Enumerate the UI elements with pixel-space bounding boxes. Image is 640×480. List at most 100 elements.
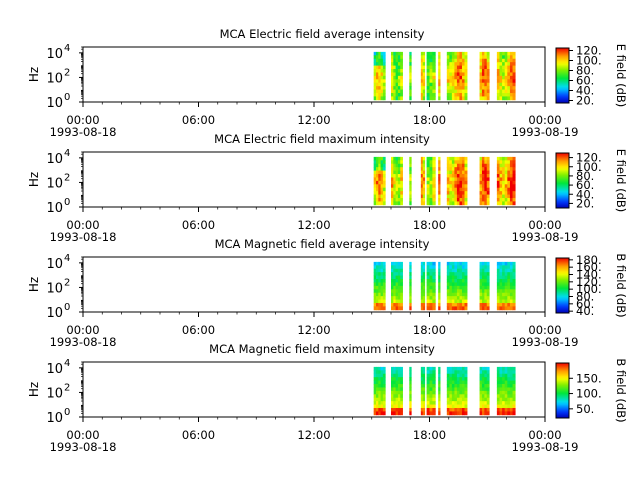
spectrogram-cell [382, 174, 386, 178]
spectrogram-cell [481, 387, 485, 392]
spectrogram-cell [375, 302, 379, 307]
spectrogram-cell [380, 292, 384, 297]
spectrogram-cell [391, 384, 394, 388]
x-tick-time: 06:00 [182, 428, 215, 442]
spectrogram-cell [502, 401, 506, 405]
spectrogram-cell [459, 370, 463, 375]
y-tick-base: 10 [46, 386, 63, 401]
spectrogram-cell [496, 180, 500, 185]
spectrogram-cell [429, 272, 433, 276]
spectrogram-cell [451, 167, 455, 171]
spectrogram-cell [459, 299, 463, 304]
spectrogram-cell [438, 197, 441, 202]
spectrogram-cell [380, 261, 384, 266]
spectrogram-cell [438, 51, 441, 56]
spectrogram-cell [446, 279, 450, 283]
spectrogram-cell [496, 279, 500, 283]
spectrogram-cell [464, 401, 468, 405]
spectrogram-cell [380, 265, 384, 270]
spectrogram-cell [449, 170, 453, 175]
spectrogram-cell [422, 187, 426, 192]
spectrogram-cell [382, 261, 386, 266]
spectrogram-cell [507, 261, 511, 266]
spectrogram-cell [373, 86, 377, 90]
spectrogram-cell [464, 366, 468, 371]
y-tick-base: 10 [46, 257, 63, 272]
spectrogram-cell [438, 79, 441, 84]
spectrogram-cell [502, 96, 506, 101]
spectrogram-cell [375, 89, 379, 94]
spectrogram-cell [451, 380, 455, 385]
spectrogram-cell [449, 163, 453, 168]
spectrogram-cell [432, 92, 436, 97]
spectrogram-cell [499, 184, 503, 189]
spectrogram-cell [438, 380, 441, 385]
spectrogram-cell [375, 370, 379, 375]
spectrogram-cell [375, 197, 379, 202]
spectrogram-cell [484, 167, 488, 171]
spectrogram-cell [449, 51, 453, 56]
spectrogram-cell [484, 397, 488, 402]
data-segment [446, 51, 468, 101]
spectrogram-cell [380, 167, 384, 171]
spectrogram-cell [459, 265, 463, 270]
spectrogram-cell [451, 184, 455, 189]
spectrogram-cell [464, 51, 468, 56]
spectrogram-cell [409, 268, 412, 273]
spectrogram-cell [499, 58, 503, 63]
spectrogram-cell [429, 160, 433, 165]
spectrogram-cell [397, 86, 401, 90]
y-tick-label: 10 [46, 71, 63, 86]
spectrogram-cell [451, 177, 455, 182]
spectrogram-cell [393, 69, 397, 73]
spectrogram-cell [512, 96, 516, 101]
spectrogram-cell [446, 55, 450, 60]
spectrogram-cell [400, 184, 403, 189]
spectrogram-cell [393, 394, 397, 399]
spectrogram-cell [397, 279, 401, 283]
spectrogram-cell [391, 366, 394, 371]
spectrogram-cell [429, 377, 433, 381]
spectrogram-cell [400, 390, 403, 395]
spectrogram-cell [481, 177, 485, 182]
spectrogram-cell [395, 279, 399, 283]
spectrogram-cell [459, 387, 463, 392]
spectrogram-cell [429, 72, 433, 77]
spectrogram-cell [499, 180, 503, 185]
spectrogram-cell [459, 296, 463, 300]
spectrogram-cell [459, 292, 463, 297]
spectrogram-cell [484, 197, 488, 202]
spectrogram-cell [509, 397, 513, 402]
spectrogram-cell [393, 82, 397, 87]
spectrogram-cell [464, 268, 468, 273]
spectrogram-cell [509, 69, 513, 73]
spectrogram-cell [451, 282, 455, 287]
spectrogram-cell [378, 296, 382, 300]
spectrogram-cell [429, 51, 433, 56]
spectrogram-cell [484, 184, 488, 189]
spectrogram-cell [420, 292, 424, 297]
spectrogram-cell [451, 373, 455, 378]
spectrogram-cell [509, 373, 513, 378]
spectrogram-cell [451, 397, 455, 402]
spectrogram-cell [432, 194, 436, 199]
spectrogram-cell [509, 96, 513, 101]
spectrogram-cell [496, 302, 500, 307]
spectrogram-cell [459, 261, 463, 266]
spectrogram-cell [395, 387, 399, 392]
spectrogram-cell [459, 89, 463, 94]
colorbar-tick-label: 40. [576, 304, 594, 318]
spectrogram-cell [454, 384, 458, 388]
spectrogram-cell [426, 62, 430, 66]
x-tick-time: 00:00 [528, 218, 561, 232]
spectrogram-cell [409, 390, 412, 395]
spectrogram-cell [426, 197, 430, 202]
spectrogram-cell [486, 51, 490, 56]
spectrogram-cell [422, 289, 426, 294]
spectrogram-cell [400, 72, 403, 77]
spectrogram-cell [496, 373, 500, 378]
spectrogram-cell [393, 156, 397, 161]
spectrogram-cell [420, 197, 424, 202]
spectrogram-cell [373, 397, 377, 402]
spectrogram-cell [512, 272, 516, 276]
